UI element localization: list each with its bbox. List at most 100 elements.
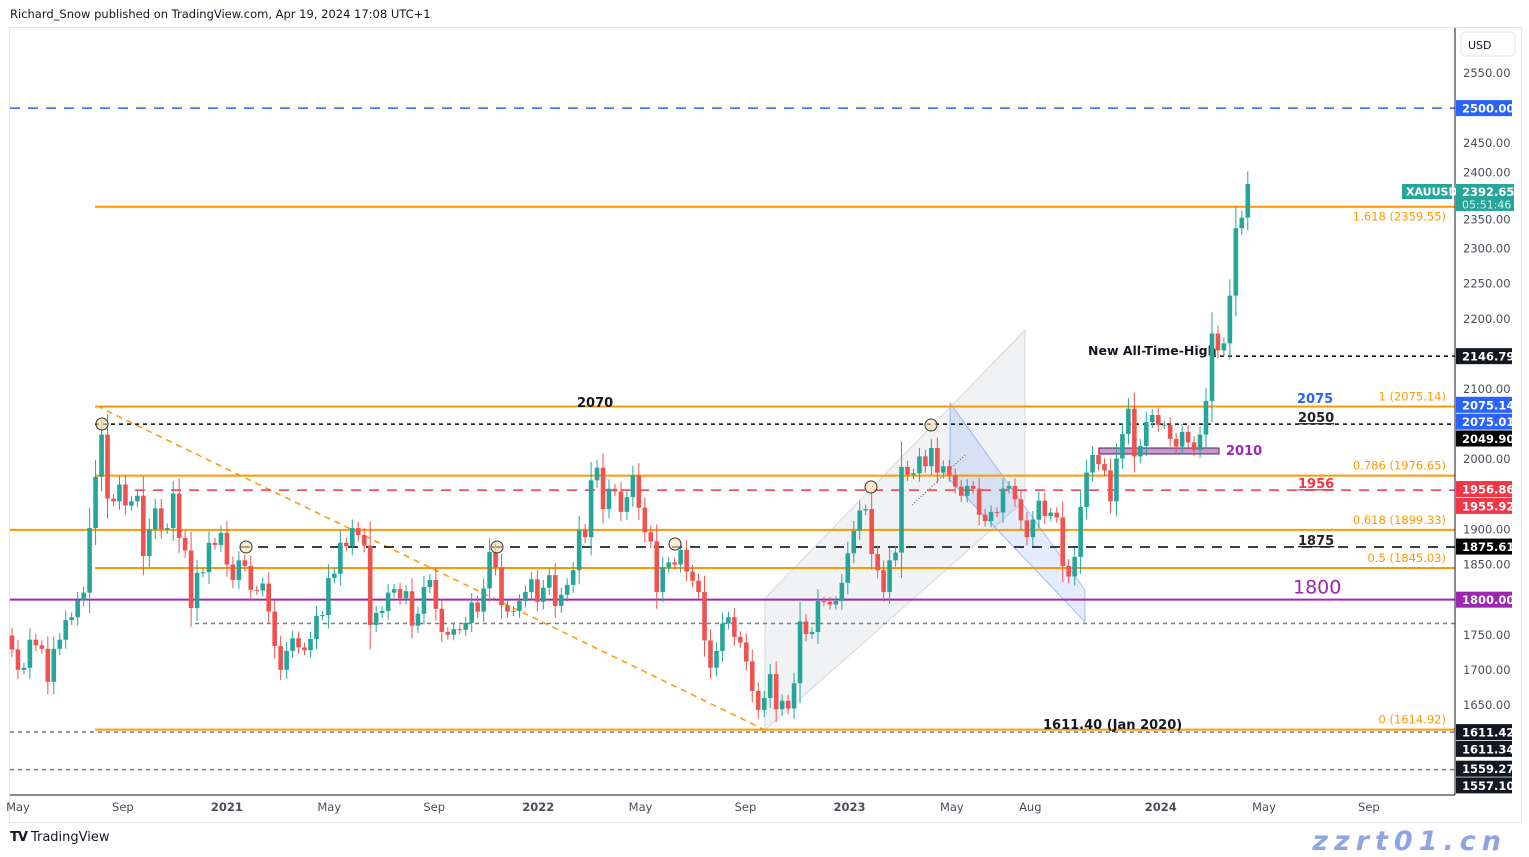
candle-body xyxy=(57,639,63,649)
candle-body xyxy=(672,562,677,565)
candle xyxy=(958,480,964,503)
candle xyxy=(821,596,827,607)
candle xyxy=(87,507,92,614)
time-tick-label: May xyxy=(317,800,341,814)
price-tick-label: 2300.00 xyxy=(1463,242,1511,256)
candle-body xyxy=(893,552,898,561)
candle-body xyxy=(732,617,737,637)
candle-body xyxy=(99,434,104,477)
candle-body xyxy=(33,639,39,646)
candle xyxy=(1102,458,1107,477)
level-label-2075: 2075 xyxy=(1297,392,1333,407)
candle xyxy=(427,574,433,593)
candle xyxy=(1126,398,1131,445)
candle xyxy=(469,593,474,633)
candle xyxy=(230,556,236,589)
candle-body xyxy=(929,447,934,467)
candle-body xyxy=(887,560,892,592)
candle-body xyxy=(361,535,367,546)
candle xyxy=(439,598,445,642)
candle xyxy=(970,480,976,494)
candle xyxy=(45,636,51,695)
candle-body xyxy=(881,570,886,592)
candle-body xyxy=(851,530,857,554)
candle xyxy=(564,578,570,602)
pivot-circle-marker xyxy=(490,540,504,554)
price-axis-badge xyxy=(1456,430,1512,447)
price-tick-label: 2350.00 xyxy=(1463,212,1511,226)
pivot-circle-marker xyxy=(864,480,878,494)
price-axis-badge-text: 2075.14 xyxy=(1462,398,1514,412)
candle-body xyxy=(403,591,409,599)
candle-body xyxy=(194,572,200,609)
time-tick-label: 2022 xyxy=(522,800,554,814)
candle xyxy=(111,493,116,507)
candle-body xyxy=(684,549,689,572)
candle xyxy=(547,567,552,596)
candle-body xyxy=(630,475,636,498)
candle xyxy=(1090,446,1095,482)
candle xyxy=(451,623,457,641)
candle xyxy=(1036,491,1042,529)
candle-body xyxy=(1108,470,1113,502)
price-axis-badge-text: 1611.42 xyxy=(1462,726,1514,740)
candle-body xyxy=(982,514,988,522)
candle-body xyxy=(1197,434,1203,451)
candle xyxy=(529,571,534,600)
candle xyxy=(696,573,701,599)
candle-body xyxy=(475,602,480,612)
candle-body xyxy=(1114,458,1119,502)
candle-body xyxy=(773,674,779,710)
candle xyxy=(93,459,98,546)
candle xyxy=(636,463,642,520)
candle-body xyxy=(612,488,618,492)
candle-body xyxy=(230,564,236,581)
candle xyxy=(982,508,988,527)
dotted-trendline xyxy=(911,454,966,506)
candle xyxy=(445,627,451,640)
time-tick-label: Aug xyxy=(1019,800,1041,814)
candle xyxy=(791,672,797,720)
candle-body xyxy=(1227,295,1233,344)
candle xyxy=(517,594,522,618)
candle xyxy=(714,642,719,677)
footer-brand[interactable]: TV TradingView xyxy=(10,830,109,845)
candle xyxy=(523,585,528,608)
candle-body xyxy=(81,592,86,601)
candle xyxy=(361,528,367,553)
candle xyxy=(409,578,415,639)
plot-background xyxy=(10,28,1455,795)
candle xyxy=(785,694,791,715)
price-axis-badge-text: 1955.92 xyxy=(1462,499,1514,513)
candle xyxy=(988,505,994,528)
candle xyxy=(660,557,666,603)
candle xyxy=(952,468,958,494)
candle-body xyxy=(409,591,415,626)
candle xyxy=(923,449,928,473)
candle xyxy=(21,663,27,675)
price-axis-badge xyxy=(1456,413,1512,430)
candle xyxy=(833,595,839,610)
candle-body xyxy=(493,551,498,568)
candle-body xyxy=(541,587,546,602)
candle-body xyxy=(152,508,158,530)
candle-body xyxy=(27,639,33,668)
candle-body xyxy=(558,594,564,606)
candle xyxy=(815,589,821,644)
candle-body xyxy=(451,629,457,635)
candle-body xyxy=(326,577,331,616)
candle-body xyxy=(749,661,755,691)
candle-body xyxy=(935,447,940,473)
price-tick-label: 1850.00 xyxy=(1463,558,1511,572)
candle xyxy=(654,524,660,609)
candle-body xyxy=(1000,488,1006,513)
candle-body xyxy=(1042,500,1048,517)
candle xyxy=(105,414,110,519)
candle xyxy=(941,460,946,479)
candle-body xyxy=(911,473,916,475)
candle-body xyxy=(1173,438,1179,447)
candle xyxy=(403,585,409,605)
price-tick-label: 1650.00 xyxy=(1463,698,1511,712)
candle xyxy=(732,608,737,647)
